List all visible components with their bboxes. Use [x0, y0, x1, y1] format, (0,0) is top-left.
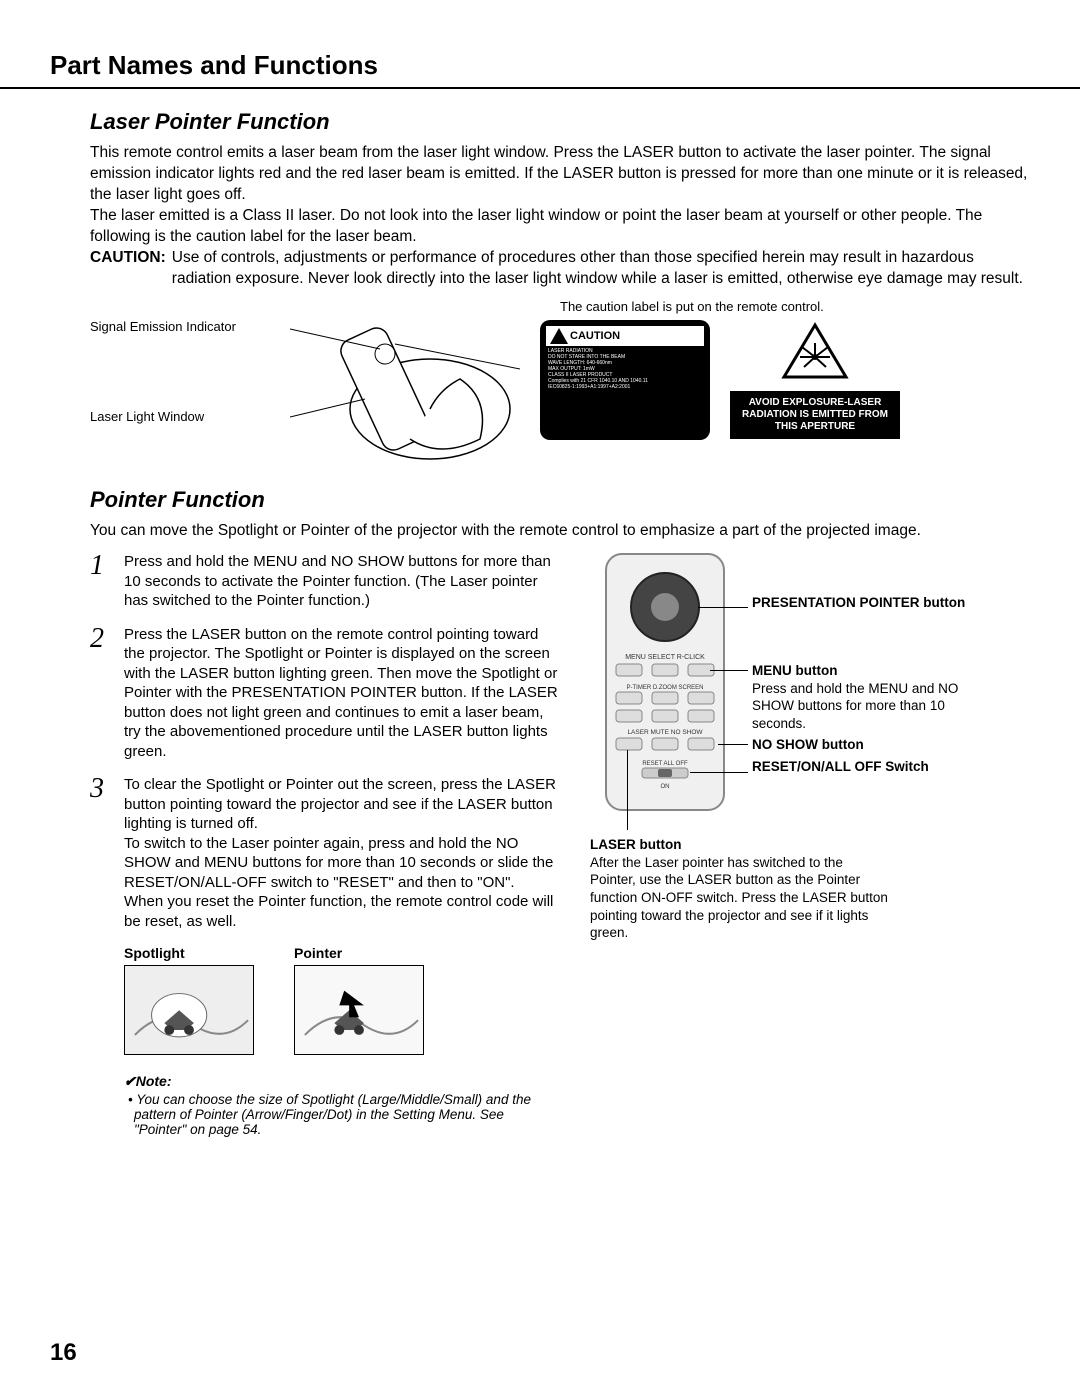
top-diagram: Signal Emission Indicator Laser Light Wi…	[90, 299, 990, 469]
callout-menu: MENU button Press and hold the MENU and …	[752, 662, 982, 732]
caution-label-block: The caution label is put on the remote c…	[540, 299, 990, 440]
step-num-3: 3	[90, 775, 124, 931]
step-text-2: Press the LASER button on the remote con…	[124, 625, 560, 762]
pointer-thumbnail	[294, 965, 424, 1055]
remote-control-illustration: MENU SELECT R-CLICK P-TIMER D.ZOOM SCREE…	[600, 552, 730, 817]
laser-heading: Laser Pointer Function	[90, 109, 1030, 135]
thumbnail-row: Spotlight Pointer	[124, 945, 560, 1055]
title-rule	[0, 87, 1080, 89]
pointer-intro: You can move the Spotlight or Pointer of…	[90, 521, 1030, 542]
caution-sticker: CAUTION LASER RADIATION DO NOT STARE INT…	[540, 320, 710, 440]
step-text-1: Press and hold the MENU and NO SHOW butt…	[124, 552, 560, 611]
svg-text:MENU SELECT R-CLICK: MENU SELECT R-CLICK	[625, 654, 705, 661]
svg-text:P-TIMER D.ZOOM SCREEN: P-TIMER D.ZOOM SCREEN	[626, 685, 703, 691]
step-num-1: 1	[90, 552, 124, 611]
spotlight-thumbnail	[124, 965, 254, 1055]
laser-para1: This remote control emits a laser beam f…	[90, 143, 1030, 206]
svg-text:RESET ALL OFF: RESET ALL OFF	[642, 761, 688, 767]
callout-presentation-pointer: PRESENTATION POINTER button	[752, 594, 965, 612]
caution-block: CAUTION: Use of controls, adjustments or…	[90, 248, 1030, 290]
step-text-3: To clear the Spotlight or Pointer out th…	[124, 775, 560, 931]
caution-text: Use of controls, adjustments or performa…	[172, 248, 1030, 290]
page-number: 16	[50, 1339, 77, 1367]
step-3: 3 To clear the Spotlight or Pointer out …	[90, 775, 560, 931]
callout-reset: RESET/ON/ALL OFF Switch	[752, 758, 952, 776]
remote-in-hand: Signal Emission Indicator Laser Light Wi…	[90, 299, 520, 469]
spotlight-label: Spotlight	[124, 945, 254, 961]
pointer-label: Pointer	[294, 945, 424, 961]
pointer-heading: Pointer Function	[90, 487, 1030, 513]
caution-triangle-icon	[550, 328, 568, 344]
remote-callout-column: MENU SELECT R-CLICK P-TIMER D.ZOOM SCREE…	[590, 552, 990, 1137]
signal-emission-label: Signal Emission Indicator	[90, 319, 236, 334]
callout-noshow: NO SHOW button	[752, 736, 864, 754]
note-body: • You can choose the size of Spotlight (…	[124, 1092, 560, 1137]
callout-laser: LASER button After the Laser pointer has…	[590, 836, 890, 941]
caution-label: CAUTION:	[90, 248, 166, 290]
page-title: Part Names and Functions	[50, 50, 1030, 87]
remote-hand-illustration	[290, 299, 520, 469]
note-heading: ✔Note:	[124, 1073, 560, 1090]
steps-column: 1 Press and hold the MENU and NO SHOW bu…	[90, 552, 560, 1137]
step-num-2: 2	[90, 625, 124, 762]
laser-warning-triangle-icon	[780, 321, 850, 381]
caution-fine-print: LASER RADIATION DO NOT STARE INTO THE BE…	[548, 348, 702, 390]
step-1: 1 Press and hold the MENU and NO SHOW bu…	[90, 552, 560, 611]
note-block: ✔Note: • You can choose the size of Spot…	[124, 1073, 560, 1137]
caution-header-text: CAUTION	[570, 330, 620, 342]
laser-para2: The laser emitted is a Class II laser. D…	[90, 206, 1030, 248]
avoid-exposure-label: AVOID EXPLOSURE-LASER RADIATION IS EMITT…	[730, 391, 900, 439]
svg-text:ON: ON	[661, 784, 670, 790]
step-2: 2 Press the LASER button on the remote c…	[90, 625, 560, 762]
laser-light-window-label: Laser Light Window	[90, 409, 204, 424]
caution-caption: The caution label is put on the remote c…	[560, 299, 990, 314]
svg-text:LASER MUTE NO SHOW: LASER MUTE NO SHOW	[627, 729, 703, 736]
